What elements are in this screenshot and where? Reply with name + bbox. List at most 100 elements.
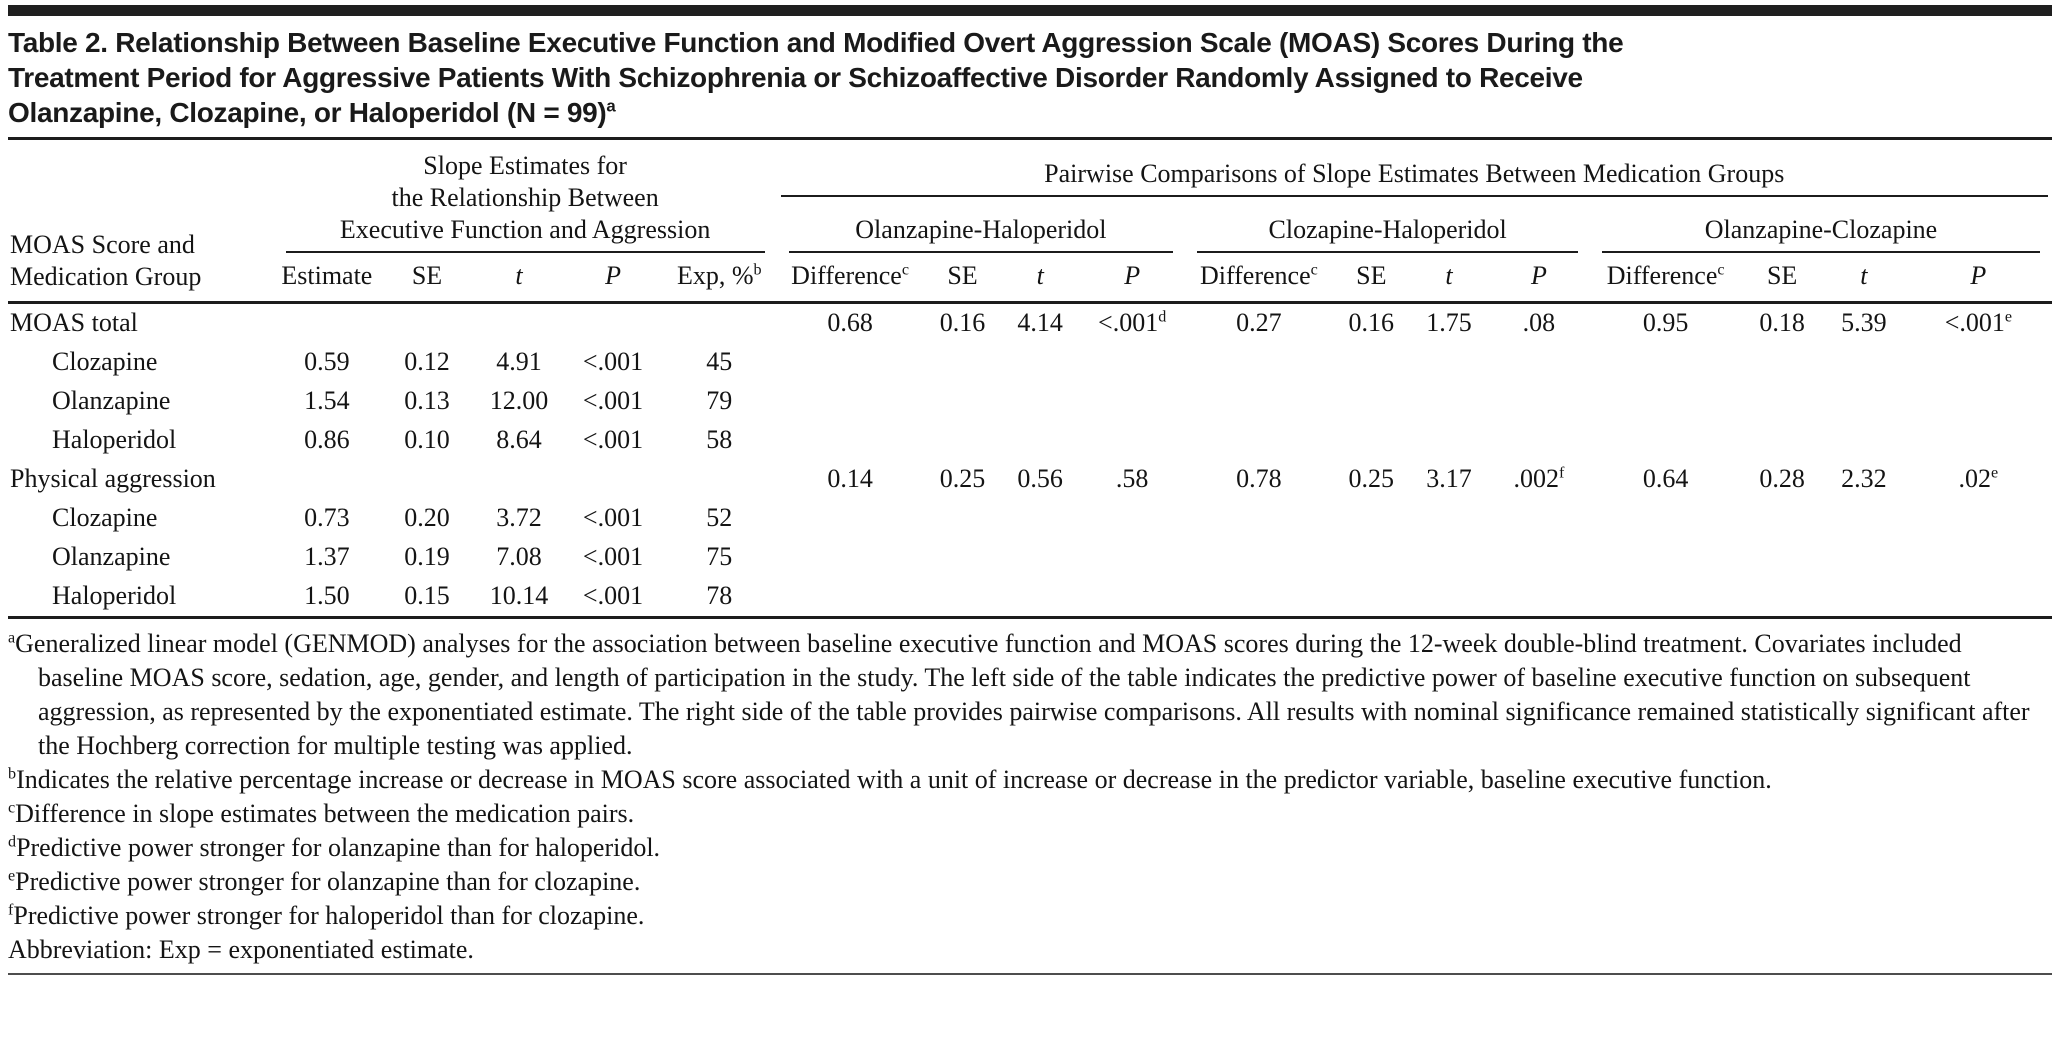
table-cell <box>1079 343 1185 382</box>
table-cell <box>474 460 564 499</box>
slope-estimates-group-header: Slope Estimates for the Relationship Bet… <box>274 139 777 253</box>
header-row-pairs: Olanzapine-Haloperidol Clozapine-Haloper… <box>8 197 2052 253</box>
table-row: MOAS total 0.68 0.16 4.14 <.001d 0.27 0.16 1.75… <box>8 303 2052 344</box>
footnote-marker: c <box>8 799 16 817</box>
table-cell <box>1905 538 2052 577</box>
table-cell: 0.95 <box>1642 308 1689 337</box>
table-cell <box>1001 499 1079 538</box>
table-cell: 0.28 <box>1759 464 1805 493</box>
row-label: Haloperidol <box>52 581 177 610</box>
footnote: dPredictive power stronger for olanzapin… <box>8 833 661 862</box>
table-cell: 0.18 <box>1759 308 1805 337</box>
table-cell <box>924 577 1002 618</box>
table-cell <box>1185 577 1332 618</box>
table-cell <box>1332 538 1410 577</box>
table-cell: 0.86 <box>304 425 350 454</box>
table-cell: 75 <box>706 542 733 571</box>
table-row: Physical aggression 0.14 0.25 0.56 .58 0.78 0.… <box>8 460 2052 499</box>
table-cell: .002f <box>1513 464 1565 493</box>
table-cell <box>777 343 924 382</box>
table-header: MOAS Score and Medication Group Slope Es… <box>8 139 2052 303</box>
table-cell <box>1590 382 1741 421</box>
row-label: Clozapine <box>52 503 158 532</box>
table-cell <box>777 382 924 421</box>
top-divider-bar <box>8 5 2052 16</box>
footnote: cDifference in slope estimates between t… <box>8 799 635 828</box>
col-oh-se: SE <box>947 261 978 290</box>
table-title: Table 2. Relationship Between Baseline E… <box>8 25 2052 130</box>
table-cell <box>1332 421 1410 460</box>
table-cell: 0.68 <box>827 308 873 337</box>
table-cell: <.001 <box>582 347 644 376</box>
table-cell <box>1590 577 1741 618</box>
table-cell: 0.20 <box>404 503 450 532</box>
table-cell: .58 <box>1115 464 1149 493</box>
table-body: MOAS total 0.68 0.16 4.14 <.001d 0.27 0.16 1.75… <box>8 303 2052 618</box>
table-cell <box>1332 382 1410 421</box>
table-cell <box>1905 382 2052 421</box>
table-cell <box>924 421 1002 460</box>
table-cell <box>777 421 924 460</box>
difference-footnote-marker: c <box>1310 261 1318 279</box>
row-label: MOAS total <box>10 308 138 337</box>
table-cell <box>1823 577 1905 618</box>
footnote: ePredictive power stronger for olanzapin… <box>8 867 641 896</box>
table-row: Haloperidol 0.86 0.10 8.64 <.001 58 <box>8 421 2052 460</box>
table-cell: 52 <box>706 503 733 532</box>
table-cell: 0.16 <box>1348 308 1395 337</box>
row-label: Physical aggression <box>10 464 216 493</box>
table-cell: 1.50 <box>304 581 350 610</box>
col-oh-p: P <box>1124 261 1141 290</box>
table-cell <box>1741 577 1823 618</box>
table-cell <box>474 303 564 344</box>
table-cell: 0.59 <box>304 347 350 376</box>
header-row-groups: MOAS Score and Medication Group Slope Es… <box>8 139 2052 291</box>
table-cell <box>1185 538 1332 577</box>
table-cell <box>274 460 380 499</box>
col-ch-difference: Differencec <box>1199 261 1318 290</box>
table-cell <box>1488 538 1590 577</box>
table-cell: .08 <box>1522 308 1556 337</box>
table-cell <box>1332 577 1410 618</box>
table-cell: 8.64 <box>496 425 542 454</box>
table-cell: 0.25 <box>1348 464 1395 493</box>
table-cell <box>1488 343 1590 382</box>
col-t: t <box>515 261 523 290</box>
cell-footnote-marker: e <box>1991 464 1999 482</box>
col-se: SE <box>411 261 443 290</box>
table-row: Clozapine 0.73 0.20 3.72 <.001 52 <box>8 499 2052 538</box>
table-cell <box>1185 421 1332 460</box>
table-cell <box>1590 499 1741 538</box>
table-cell <box>1079 538 1185 577</box>
table-cell <box>1410 421 1488 460</box>
stub-line-1: MOAS Score and <box>10 230 195 259</box>
table-cell: 58 <box>706 425 733 454</box>
table-cell <box>380 460 474 499</box>
table-cell: 0.78 <box>1236 464 1282 493</box>
table-cell: 4.14 <box>1017 308 1063 337</box>
col-ch-p: P <box>1530 261 1547 290</box>
table-cell <box>924 499 1002 538</box>
table-title-line-1: Table 2. Relationship Between Baseline E… <box>8 27 1624 58</box>
table-cell: 45 <box>706 347 733 376</box>
table-cell <box>1410 577 1488 618</box>
table-cell <box>1741 421 1823 460</box>
stub-header: MOAS Score and Medication Group <box>8 139 274 303</box>
table-cell: <.001 <box>582 503 644 532</box>
col-oc-t: t <box>1860 261 1868 290</box>
table-cell: .02e <box>1958 464 1999 493</box>
title-footnote-marker: a <box>606 96 616 116</box>
row-label: Olanzapine <box>52 542 171 571</box>
table-cell: 0.56 <box>1017 464 1063 493</box>
table-cell <box>1410 343 1488 382</box>
table-cell <box>564 460 662 499</box>
table-cell <box>777 538 924 577</box>
pairwise-comparisons-group-header: Pairwise Comparisons of Slope Estimates … <box>777 139 2052 197</box>
table-cell <box>1410 499 1488 538</box>
table-cell <box>1410 382 1488 421</box>
table-cell: <.001 <box>582 386 644 415</box>
table-cell <box>564 303 662 344</box>
col-ch-t: t <box>1445 261 1453 290</box>
col-estimate: Estimate <box>281 261 373 290</box>
